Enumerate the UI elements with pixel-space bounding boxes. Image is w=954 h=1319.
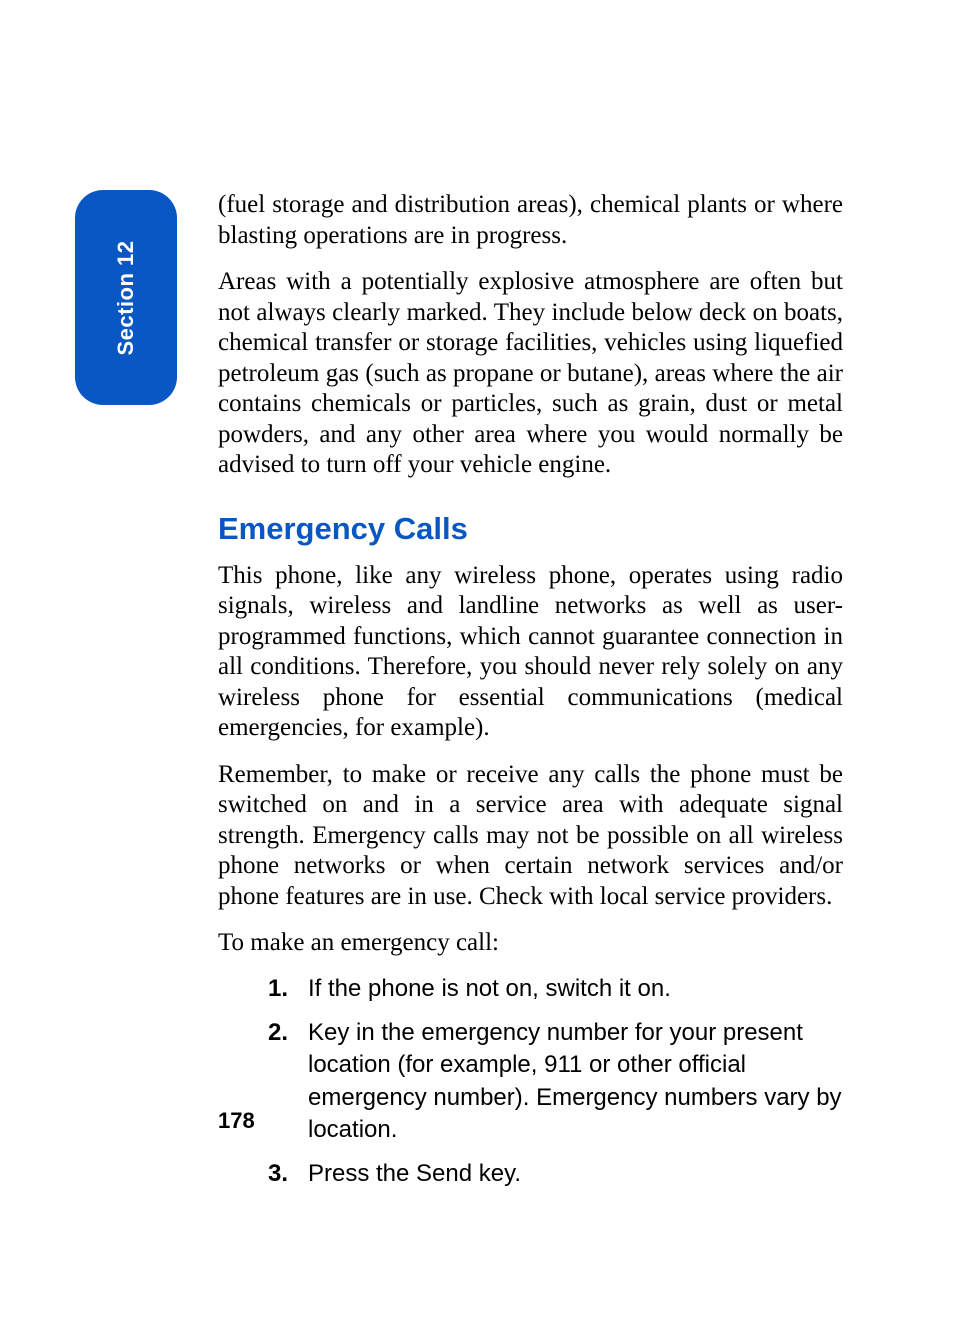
body-paragraph: This phone, like any wireless phone, ope…: [218, 561, 843, 744]
section-heading: Emergency Calls: [218, 511, 843, 547]
section-tab: Section 12: [75, 190, 177, 405]
step-item: If the phone is not on, switch it on.: [268, 973, 843, 1005]
page: Section 12 (fuel storage and distributio…: [0, 0, 954, 1319]
page-number: 178: [218, 1108, 255, 1134]
section-tab-label: Section 12: [113, 240, 139, 355]
content-area: (fuel storage and distribution areas), c…: [218, 190, 843, 1203]
body-paragraph: Areas with a potentially explosive atmos…: [218, 267, 843, 481]
step-item: Press the Send key.: [268, 1158, 843, 1190]
step-item: Key in the emergency number for your pre…: [268, 1017, 843, 1147]
body-paragraph: (fuel storage and distribution areas), c…: [218, 190, 843, 251]
steps-list: If the phone is not on, switch it on. Ke…: [268, 973, 843, 1191]
body-paragraph: Remember, to make or receive any calls t…: [218, 760, 843, 913]
steps-intro: To make an emergency call:: [218, 928, 843, 959]
